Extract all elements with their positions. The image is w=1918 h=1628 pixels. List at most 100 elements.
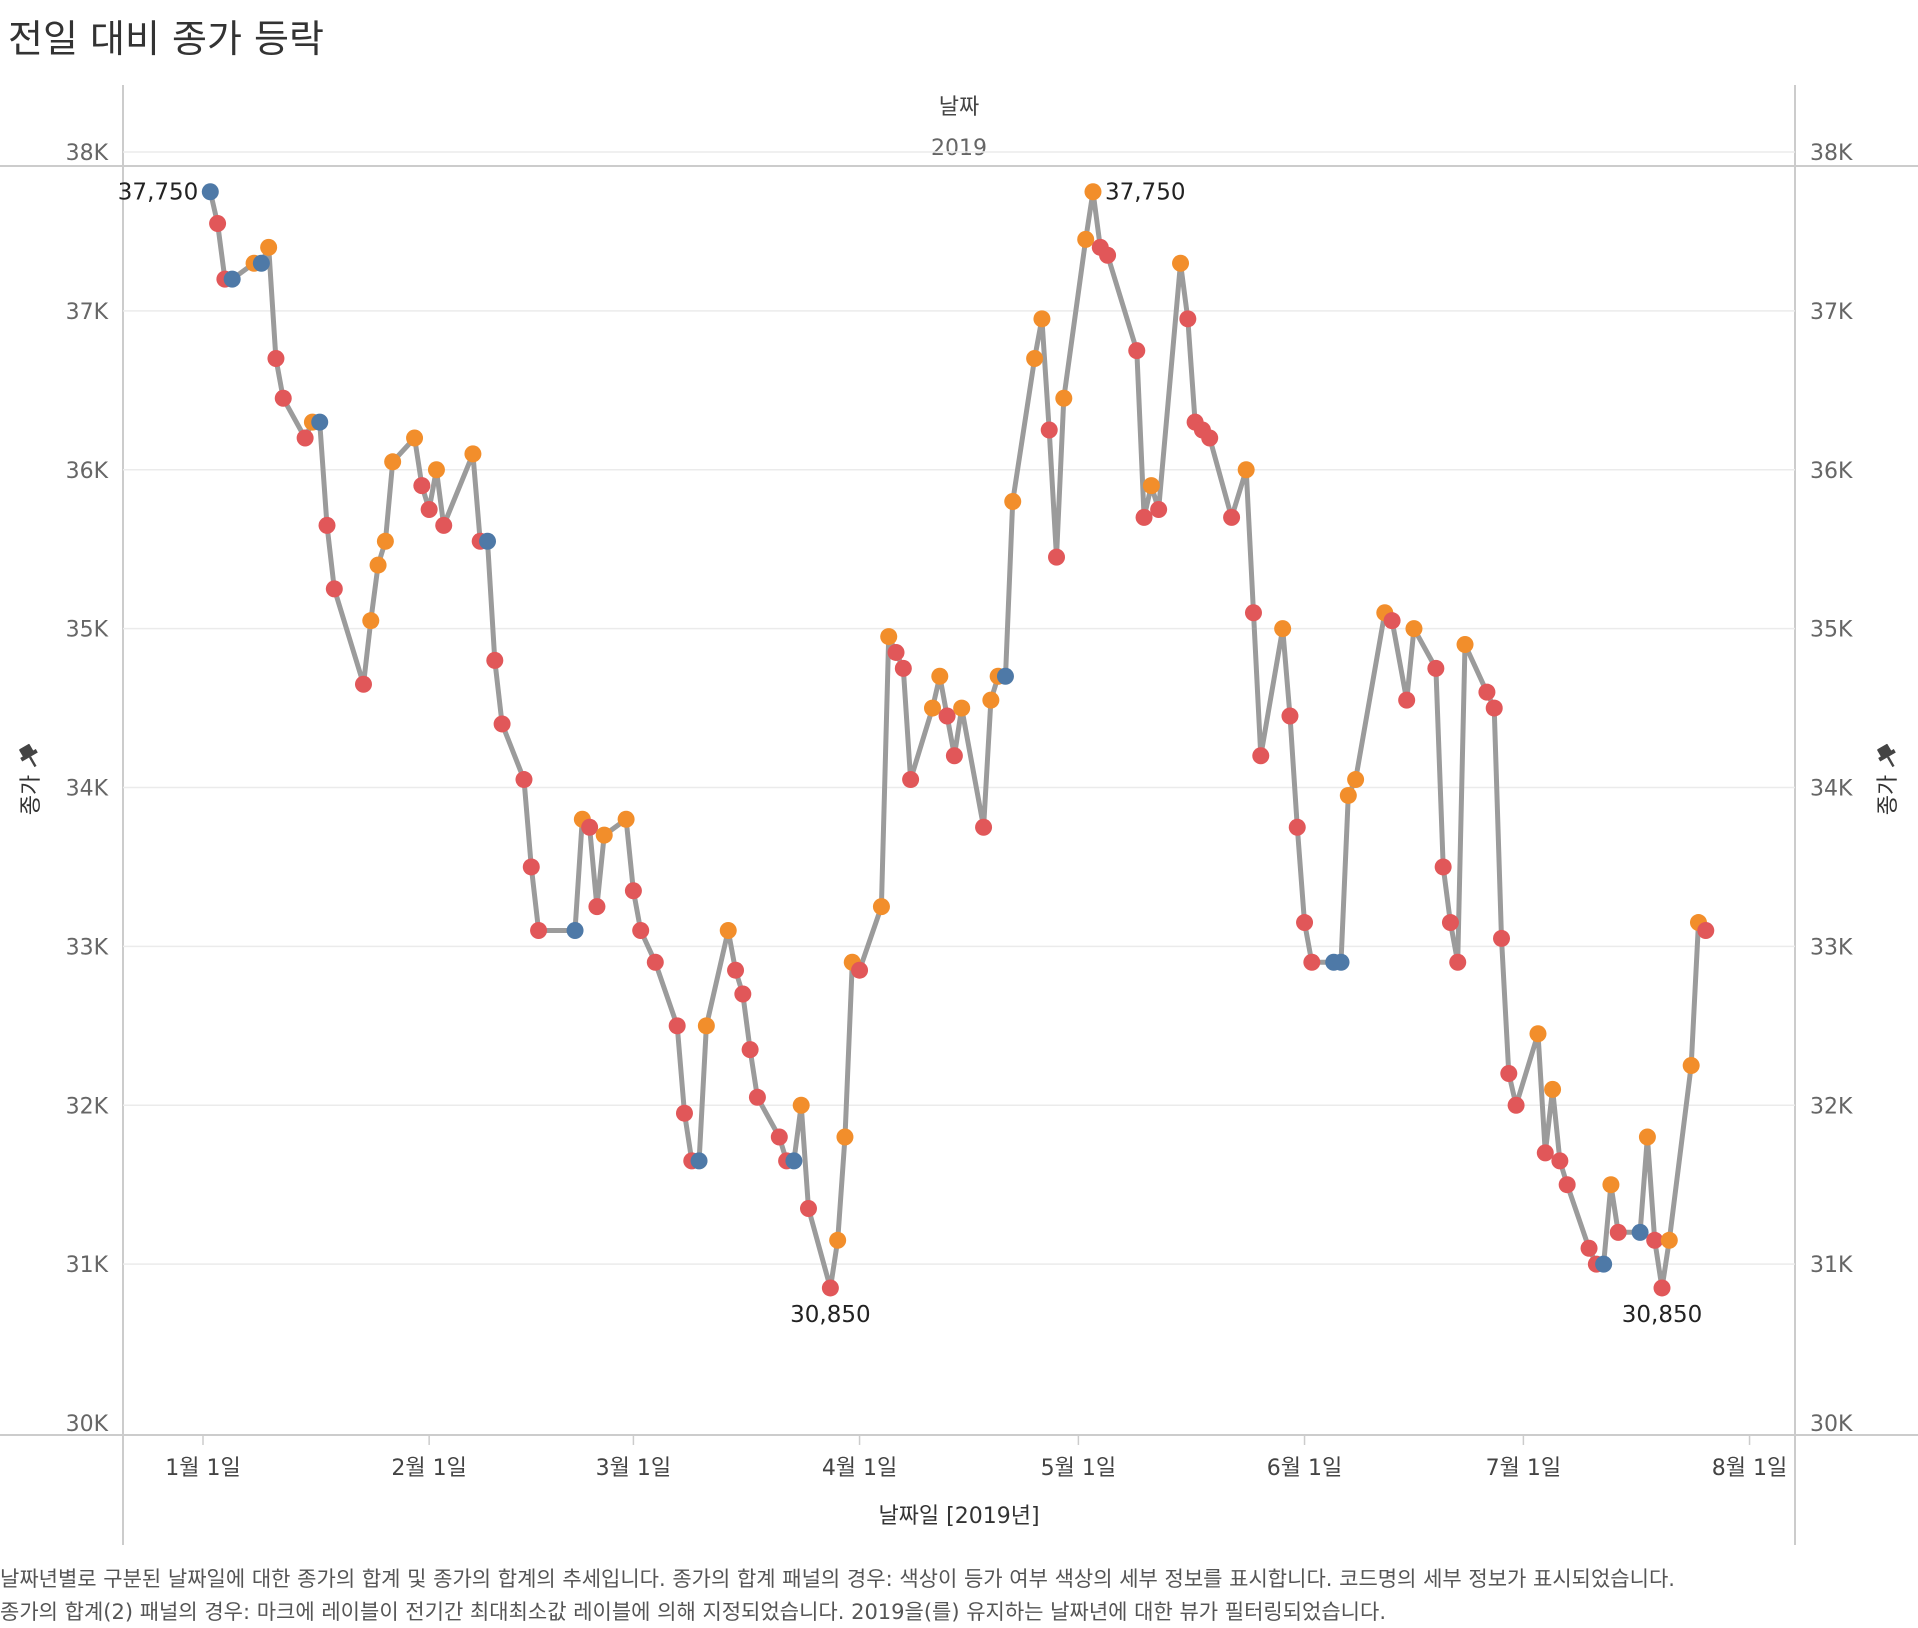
data-point-up[interactable]	[369, 556, 387, 574]
data-point-down[interactable]	[1223, 508, 1241, 526]
data-point-down[interactable]	[902, 771, 920, 789]
data-point-down[interactable]	[209, 214, 227, 232]
data-point-down[interactable]	[296, 429, 314, 447]
data-point-flat[interactable]	[311, 413, 329, 431]
data-point-up[interactable]	[719, 921, 737, 939]
data-point-down[interactable]	[675, 1104, 693, 1122]
data-point-down[interactable]	[515, 771, 533, 789]
data-point-up[interactable]	[924, 699, 941, 717]
data-point-up[interactable]	[384, 453, 402, 471]
data-point-down[interactable]	[1303, 953, 1321, 971]
data-point-up[interactable]	[1339, 786, 1357, 804]
data-point-up[interactable]	[931, 667, 949, 685]
data-point-up[interactable]	[982, 691, 1000, 709]
data-point-down[interactable]	[1551, 1152, 1569, 1170]
data-point-down[interactable]	[588, 898, 606, 916]
data-point-down[interactable]	[1434, 858, 1452, 876]
pin-icon[interactable]	[1874, 742, 1901, 771]
data-point-down[interactable]	[1048, 548, 1066, 566]
data-point-down[interactable]	[1500, 1064, 1518, 1082]
data-point-up[interactable]	[1405, 620, 1423, 638]
data-point-flat[interactable]	[690, 1152, 708, 1170]
data-point-up[interactable]	[1033, 310, 1051, 328]
data-point-up[interactable]	[464, 445, 482, 463]
data-point-down[interactable]	[274, 389, 292, 407]
data-point-down[interactable]	[1493, 929, 1511, 947]
data-point-down[interactable]	[646, 953, 664, 971]
data-point-down[interactable]	[267, 350, 285, 368]
data-point-down[interactable]	[1398, 691, 1416, 709]
data-point-up[interactable]	[1274, 620, 1292, 638]
data-point-up[interactable]	[1142, 477, 1160, 495]
data-point-down[interactable]	[1244, 604, 1262, 622]
data-point-down[interactable]	[1653, 1279, 1671, 1297]
data-point-down[interactable]	[799, 1200, 817, 1218]
data-point-down[interactable]	[945, 747, 963, 765]
data-point-flat[interactable]	[566, 921, 584, 939]
data-point-down[interactable]	[1252, 747, 1270, 765]
data-point-down[interactable]	[493, 715, 511, 733]
data-point-down[interactable]	[1697, 921, 1715, 939]
data-point-down[interactable]	[325, 580, 343, 598]
data-point-down[interactable]	[581, 818, 599, 836]
data-point-flat[interactable]	[1595, 1255, 1613, 1273]
data-point-down[interactable]	[770, 1128, 788, 1146]
data-point-down[interactable]	[887, 643, 905, 661]
data-point-up[interactable]	[1172, 254, 1190, 272]
data-point-down[interactable]	[894, 659, 912, 677]
data-point-down[interactable]	[1040, 421, 1058, 439]
data-point-down[interactable]	[420, 500, 438, 518]
data-point-down[interactable]	[522, 858, 540, 876]
data-point-up[interactable]	[836, 1128, 854, 1146]
data-point-down[interactable]	[741, 1041, 759, 1059]
data-point-up[interactable]	[1026, 350, 1044, 368]
data-point-down[interactable]	[1281, 707, 1299, 725]
data-point-up[interactable]	[1456, 636, 1474, 654]
data-point-up[interactable]	[260, 238, 278, 256]
data-point-down[interactable]	[624, 882, 642, 900]
left-axis-header[interactable]: 종가	[16, 742, 44, 815]
data-point-down[interactable]	[354, 675, 372, 693]
data-point-up[interactable]	[1055, 389, 1073, 407]
data-point-down[interactable]	[530, 921, 548, 939]
data-point-down[interactable]	[435, 516, 453, 534]
pin-icon[interactable]	[16, 742, 43, 771]
data-point-down[interactable]	[1485, 699, 1503, 717]
data-point-up[interactable]	[617, 810, 635, 828]
data-point-up[interactable]	[1529, 1025, 1547, 1043]
data-point-up[interactable]	[1084, 183, 1102, 201]
data-point-up[interactable]	[1077, 230, 1095, 248]
data-point-up[interactable]	[1638, 1128, 1656, 1146]
data-point-flat[interactable]	[1631, 1223, 1649, 1241]
data-point-up[interactable]	[953, 699, 971, 717]
data-point-down[interactable]	[413, 477, 431, 495]
data-point-down[interactable]	[318, 516, 336, 534]
data-point-up[interactable]	[792, 1096, 810, 1114]
data-point-down[interactable]	[1383, 612, 1401, 630]
data-point-down[interactable]	[821, 1279, 839, 1297]
data-point-down[interactable]	[1128, 342, 1146, 360]
right-axis-header[interactable]: 종가	[1874, 742, 1901, 815]
data-point-up[interactable]	[1004, 493, 1022, 511]
data-point-down[interactable]	[632, 921, 650, 939]
data-point-down[interactable]	[1478, 683, 1496, 701]
data-point-up[interactable]	[1602, 1176, 1620, 1194]
data-point-flat[interactable]	[1332, 953, 1350, 971]
data-point-down[interactable]	[668, 1017, 686, 1035]
data-point-down[interactable]	[1441, 914, 1459, 932]
data-point-up[interactable]	[872, 898, 890, 916]
data-point-flat[interactable]	[223, 270, 241, 288]
data-point-flat[interactable]	[785, 1152, 803, 1170]
data-point-down[interactable]	[1179, 310, 1197, 328]
data-point-flat[interactable]	[996, 667, 1014, 685]
data-point-down[interactable]	[1288, 818, 1306, 836]
data-point-down[interactable]	[486, 651, 504, 669]
data-point-down[interactable]	[938, 707, 956, 725]
data-point-down[interactable]	[734, 985, 752, 1003]
data-point-flat[interactable]	[252, 254, 270, 272]
data-point-up[interactable]	[1544, 1080, 1562, 1098]
data-point-down[interactable]	[1536, 1144, 1554, 1162]
data-point-down[interactable]	[1427, 659, 1445, 677]
data-point-flat[interactable]	[201, 183, 219, 201]
data-point-up[interactable]	[1682, 1057, 1700, 1075]
